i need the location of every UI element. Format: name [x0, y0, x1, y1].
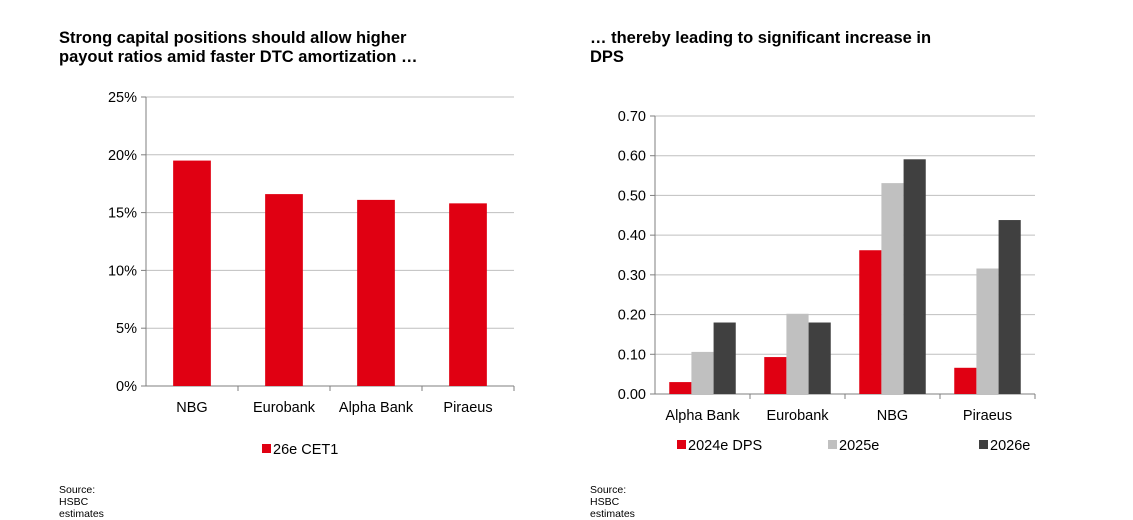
bar-2024e-dps-eurobank	[764, 357, 787, 394]
legend-swatch-26e-cet1	[262, 444, 271, 453]
legend-swatch-2024e-dps	[677, 440, 686, 449]
chart-title-line-2: DPS	[590, 48, 624, 66]
y-tick-label: 15%	[108, 206, 137, 222]
bar-26e-cet1-nbg	[173, 160, 211, 386]
legend-swatch-2026e	[979, 440, 988, 449]
x-tick-label: Piraeus	[443, 400, 492, 416]
legend-label-2025e: 2025e	[839, 438, 879, 454]
bar-2025e-alpha-bank	[691, 351, 714, 394]
bar-26e-cet1-piraeus	[449, 203, 487, 386]
bar-2026e-alpha-bank	[713, 322, 736, 394]
bar-26e-cet1-eurobank	[265, 194, 303, 386]
y-tick-label: 0.00	[618, 387, 646, 403]
dps-bar-chart: 0.00 0.10 0.20 0.30 0.40 0.50 0.60 0.70 Alpha Ba…	[618, 109, 1036, 454]
bar-2025e-piraeus	[976, 268, 999, 394]
cet1-bar-chart: 0% 5% 10% 15% 20% 25% NBG Eurobank Alpha Bank Pir…	[108, 90, 515, 458]
bar-2026e-eurobank	[808, 322, 831, 394]
x-tick-label: Alpha Bank	[339, 400, 414, 416]
y-tick-label: 0%	[116, 379, 137, 395]
legend-label-2024e-dps: 2024e DPS	[688, 438, 762, 454]
x-tick-label: Eurobank	[253, 400, 316, 416]
bar-2026e-piraeus	[998, 220, 1021, 394]
chart-title-line-1: Strong capital positions should allow hi…	[59, 29, 407, 47]
bar-2024e-dps-piraeus	[954, 367, 977, 394]
chart-title-line-2: payout ratios amid faster DTC amortizati…	[59, 48, 418, 66]
bar-2025e-eurobank	[786, 313, 809, 394]
y-tick-label: 0.50	[618, 188, 646, 204]
x-tick-label: Piraeus	[963, 408, 1012, 424]
bar-2024e-dps-nbg	[859, 250, 882, 394]
y-tick-label: 0.70	[618, 109, 646, 125]
x-tick-label: NBG	[176, 400, 207, 416]
y-tick-label: 0.20	[618, 308, 646, 324]
x-tick-label: Alpha Bank	[665, 408, 740, 424]
legend-label-26e-cet1: 26e CET1	[273, 442, 338, 458]
bar-2026e-nbg	[903, 159, 926, 394]
y-tick-label: 10%	[108, 263, 137, 279]
y-tick-label: 0.60	[618, 149, 646, 165]
bar-2025e-nbg	[881, 183, 904, 394]
legend-label-2026e: 2026e	[990, 438, 1030, 454]
y-tick-label: 0.40	[618, 228, 646, 244]
y-tick-label: 0.10	[618, 347, 646, 363]
y-tick-label: 25%	[108, 90, 137, 106]
y-tick-label: 20%	[108, 148, 137, 164]
bar-26e-cet1-alpha-bank	[357, 199, 395, 386]
bar-2024e-dps-alpha-bank	[669, 382, 692, 394]
legend-swatch-2025e	[828, 440, 837, 449]
x-tick-label: NBG	[877, 408, 908, 424]
chart-title-line-1: … thereby leading to significant increas…	[590, 29, 932, 47]
x-tick-label: Eurobank	[766, 408, 829, 424]
y-tick-label: 5%	[116, 321, 137, 337]
y-tick-label: 0.30	[618, 268, 646, 284]
